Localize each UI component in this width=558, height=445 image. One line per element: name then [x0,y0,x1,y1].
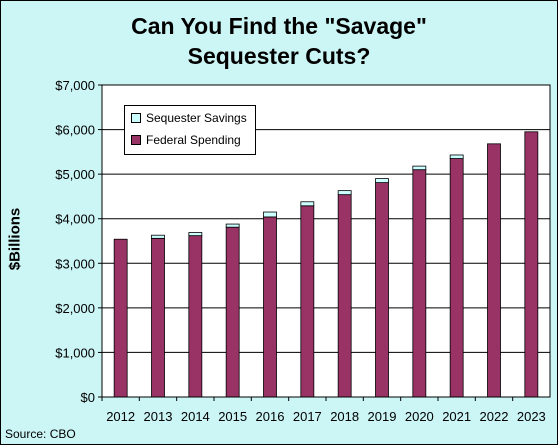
x-tick-label: 2013 [144,409,173,424]
legend-item-sequester-savings: Sequester Savings [131,110,247,126]
bar-federal-spending [188,235,203,398]
bar-sequester-savings [225,223,240,228]
y-tick-label: $3,000 [55,256,95,271]
bar-sequester-savings [337,190,352,196]
bar-federal-spending [113,238,128,398]
bar-sequester-savings [449,154,464,159]
bar-sequester-savings [188,232,203,237]
bar-federal-spending [151,237,165,398]
x-tick-label: 2014 [181,409,210,424]
bar-federal-spending [449,158,464,398]
y-tick-label: $0 [81,390,95,405]
legend-swatch-sequester-savings [131,113,141,123]
bar-sequester-savings [300,201,315,207]
source-note: Source: CBO [5,427,76,441]
x-tick-label: 2019 [368,409,397,424]
bar-federal-spending [225,226,240,398]
y-tick-label: $7,000 [55,78,95,93]
x-tick-label: 2015 [218,409,247,424]
legend-item-federal-spending: Federal Spending [131,132,241,148]
plot-border [101,84,551,398]
chart-title-line-2: Sequester Cuts? [187,43,371,69]
y-tick-label: $2,000 [55,301,95,316]
x-tick-label: 2018 [330,409,359,424]
bar-federal-spending [412,169,427,398]
bar-sequester-savings [263,211,277,218]
bar-federal-spending [337,194,352,398]
legend-label-sequester-savings: Sequester Savings [146,111,247,125]
legend-label-federal-spending: Federal Spending [146,133,241,147]
bar-sequester-savings [412,165,427,171]
legend-swatch-federal-spending [131,135,141,145]
chart-title: Can You Find the "Savage" Sequester Cuts… [1,11,557,71]
y-tick-label: $5,000 [55,167,95,182]
x-tick-label: 2023 [517,409,546,424]
y-tick-label: $4,000 [55,212,95,227]
bar-federal-spending [487,143,501,398]
bar-federal-spending [300,205,315,398]
x-tick-label: 2021 [442,409,471,424]
legend: Sequester Savings Federal Spending [124,105,256,155]
x-tick-label: 2016 [256,409,285,424]
x-tick-label: 2012 [106,409,135,424]
chart-title-line-1: Can You Find the "Savage" [131,13,427,39]
x-tick-label: 2017 [293,409,322,424]
x-tick-label: 2022 [480,409,509,424]
bar-federal-spending [524,131,539,398]
bar-federal-spending [375,182,389,398]
y-tick-label: $1,000 [55,345,95,360]
y-tick-label: $6,000 [55,123,95,138]
bar-sequester-savings [375,178,389,184]
bar-sequester-savings [151,234,165,239]
x-tick-label: 2020 [405,409,434,424]
bar-federal-spending [263,216,277,398]
